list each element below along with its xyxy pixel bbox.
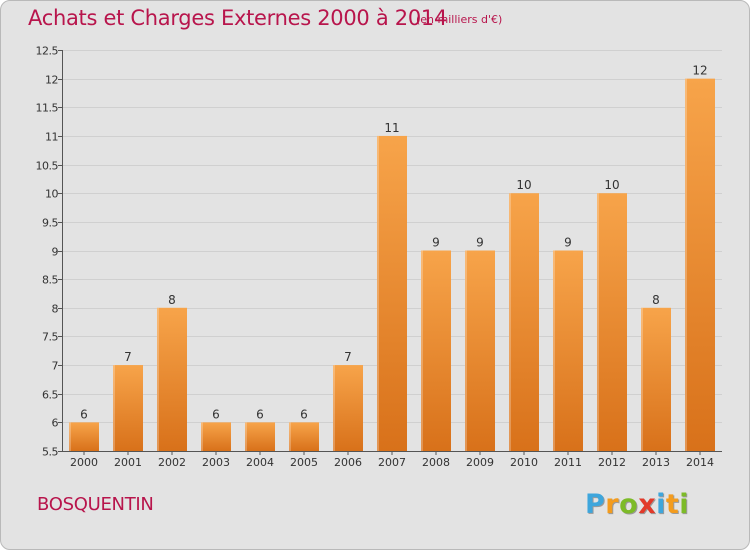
bar — [201, 422, 231, 451]
bar — [333, 365, 363, 451]
bar-value-label: 10 — [604, 178, 619, 192]
y-tick-label: 10.5 — [36, 160, 59, 173]
bar-value-label: 9 — [564, 236, 572, 250]
x-tick-label: 2008 — [422, 456, 450, 469]
y-tick-label: 12 — [45, 74, 58, 87]
bar-value-label: 8 — [652, 293, 660, 307]
y-tick-label: 12.5 — [36, 45, 59, 58]
bar — [245, 422, 275, 451]
bar-highlight — [113, 365, 115, 451]
y-tick-label: 7 — [52, 360, 59, 373]
bar-highlight — [69, 422, 71, 451]
bar-highlight — [553, 250, 555, 451]
bar-highlight — [421, 250, 423, 451]
bar-highlight — [685, 78, 687, 452]
y-tick-label: 11.5 — [36, 102, 59, 115]
bar-value-label: 7 — [344, 350, 352, 364]
x-tick-label: 2006 — [334, 456, 362, 469]
y-tick-label: 6 — [52, 417, 59, 430]
bar-value-label: 7 — [124, 350, 132, 364]
logo-letter: o — [619, 489, 639, 520]
logo-letter: t — [665, 489, 680, 520]
x-tick-label: 2005 — [290, 456, 318, 469]
y-tick-label: 9 — [52, 246, 59, 259]
bar — [157, 307, 187, 451]
x-tick-label: 2003 — [202, 456, 230, 469]
bar — [685, 78, 715, 452]
x-tick-label: 2004 — [246, 456, 274, 469]
bar — [641, 307, 671, 451]
bar-value-label: 11 — [384, 121, 399, 135]
logo-letter: x — [638, 489, 657, 520]
bar-highlight — [509, 193, 511, 451]
y-tick-label: 5.5 — [42, 446, 58, 459]
bar-highlight — [465, 250, 467, 451]
bar-value-label: 9 — [476, 236, 484, 250]
y-tick-label: 7.5 — [42, 331, 58, 344]
bar-highlight — [641, 307, 643, 451]
bar — [289, 422, 319, 451]
bar-highlight — [245, 422, 247, 451]
bar-value-label: 10 — [516, 178, 531, 192]
y-tick-label: 10 — [45, 188, 58, 201]
bar-value-label: 8 — [168, 293, 176, 307]
bar-value-label: 6 — [80, 407, 88, 421]
bar-value-label: 9 — [432, 236, 440, 250]
bar — [465, 250, 495, 451]
y-tick-label: 11 — [45, 131, 58, 144]
bar — [597, 193, 627, 451]
bar-highlight — [333, 365, 335, 451]
commune-name: BOSQUENTIN — [37, 494, 154, 515]
bar-highlight — [201, 422, 203, 451]
x-tick-label: 2013 — [642, 456, 670, 469]
bar — [553, 250, 583, 451]
bar-value-label: 12 — [692, 64, 707, 78]
y-tick-label: 8.5 — [42, 274, 58, 287]
bar-value-label: 6 — [212, 407, 220, 421]
bar-value-label: 6 — [300, 407, 308, 421]
bar-highlight — [597, 193, 599, 451]
x-tick-label: 2010 — [510, 456, 538, 469]
y-tick-label: 9.5 — [42, 217, 58, 230]
bar-highlight — [377, 135, 379, 451]
x-tick-label: 2000 — [70, 456, 98, 469]
x-tick-label: 2011 — [554, 456, 582, 469]
bar — [69, 422, 99, 451]
logo-letter: r — [605, 489, 620, 520]
x-tick-label: 2001 — [114, 456, 142, 469]
bar-value-label: 6 — [256, 407, 264, 421]
proxiti-logo[interactable]: Proxiti — [585, 489, 689, 520]
bar — [377, 135, 407, 451]
bar — [421, 250, 451, 451]
bar — [113, 365, 143, 451]
chart-subtitle: (en milliers d'€) — [416, 13, 503, 26]
x-tick-label: 2002 — [158, 456, 186, 469]
y-tick-label: 8 — [52, 303, 59, 316]
x-tick-label: 2007 — [378, 456, 406, 469]
x-tick-label: 2014 — [686, 456, 714, 469]
logo-letter: i — [656, 489, 666, 520]
x-tick-label: 2009 — [466, 456, 494, 469]
axes: 5.5 6 6.5 7 7.5 8 8.5 9 9.5 10 10.5 11 11.5 12 12.5 200… — [36, 45, 722, 469]
bar-highlight — [157, 307, 159, 451]
bar — [509, 193, 539, 451]
y-tick-label: 6.5 — [42, 389, 58, 402]
bar-highlight — [289, 422, 291, 451]
logo-letter: P — [585, 489, 606, 520]
chart-title: Achats et Charges Externes 2000 à 2014 — [28, 6, 448, 30]
bars: 6 7 8 6 6 6 7 11 9 9 10 9 10 8 12 — [69, 64, 715, 452]
x-tick-label: 2012 — [598, 456, 626, 469]
logo-letter: i — [679, 489, 690, 520]
